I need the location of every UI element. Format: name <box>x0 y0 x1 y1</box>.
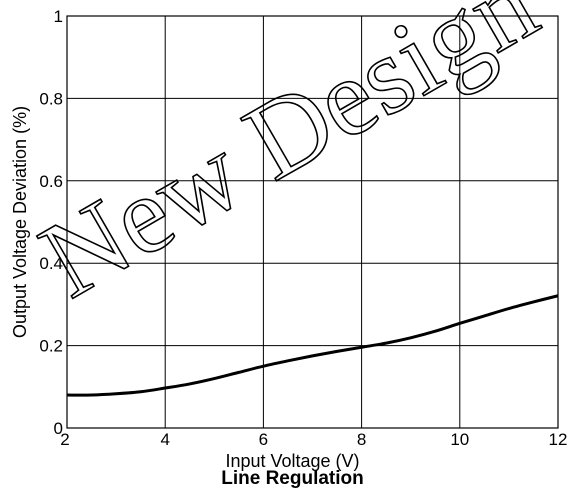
x-tick-label: 6 <box>259 430 268 449</box>
y-tick-label: 0.4 <box>39 254 63 273</box>
y-tick-label: 0.2 <box>39 337 63 356</box>
x-tick-label: 8 <box>357 430 366 449</box>
grid-lines <box>67 16 558 428</box>
x-tick-label: 10 <box>450 430 469 449</box>
x-tick-labels: 2 4 6 8 10 12 <box>60 430 567 449</box>
x-tick-label: 2 <box>60 430 69 449</box>
plot-frame <box>66 15 559 429</box>
y-tick-label: 1 <box>54 7 63 26</box>
watermark-text: New Design <box>21 0 556 321</box>
x-axis-label: Input Voltage (V) <box>225 451 359 471</box>
series-layer <box>66 294 559 397</box>
x-tick-label: 4 <box>160 430 169 449</box>
series-line-0 <box>66 294 559 397</box>
chart-title: Line Regulation <box>221 468 364 489</box>
y-tick-label: 0.8 <box>39 89 63 108</box>
y-tick-label: 0 <box>54 419 63 438</box>
y-tick-labels: 0 0.2 0.4 0.6 0.8 1 <box>39 7 63 438</box>
x-tick-label: 12 <box>549 430 568 449</box>
y-axis-label: Output Voltage Deviation (%) <box>10 106 30 338</box>
y-tick-label: 0.6 <box>39 172 63 191</box>
